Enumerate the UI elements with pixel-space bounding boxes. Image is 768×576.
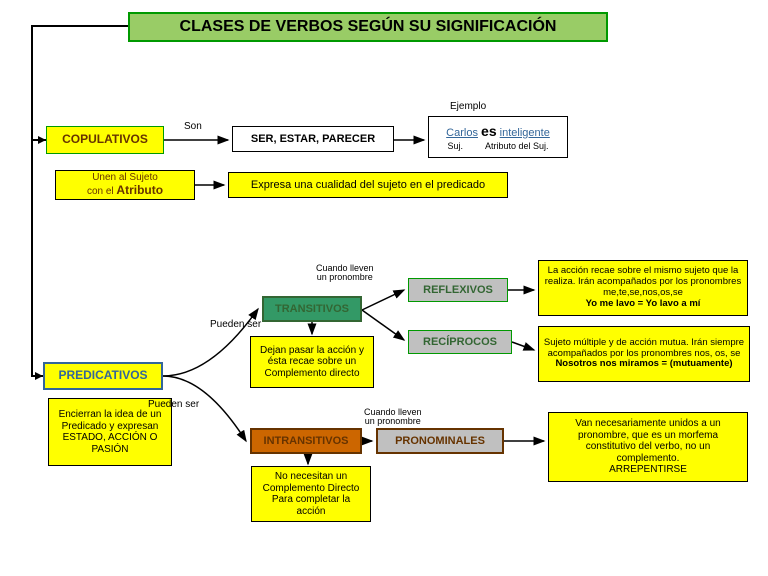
edge-label-puedenSer2: Pueden ser	[148, 400, 199, 411]
ejemplo-line2: Suj.Atributo del Suj.	[447, 141, 548, 151]
title-text: CLASES DE VERBOS SEGÚN SU SIGNIFICACIÓN	[180, 18, 557, 36]
edge-label-cuando1: Cuando llevenun pronombre	[316, 264, 374, 283]
node-vanNecesariamente: Van necesariamente unidos a un pronombre…	[548, 412, 748, 482]
node-intransitivos: INTRANSITIVOS	[250, 428, 362, 454]
title-box: CLASES DE VERBOS SEGÚN SU SIGNIFICACIÓN	[128, 12, 608, 42]
node-dejanPasar: Dejan pasar la acción y ésta recae sobre…	[250, 336, 374, 388]
node-ejemplo: Carlos es inteligenteSuj.Atributo del Su…	[428, 116, 568, 158]
edge-label-son: Son	[184, 122, 202, 133]
node-noNecesitan: No necesitan un Complemento Directo Para…	[251, 466, 371, 522]
node-expresa-label: Expresa una cualidad del sujeto en el pr…	[251, 179, 485, 192]
node-reciprocos-label: RECÍPROCOS	[423, 336, 497, 349]
node-intransitivos-label: INTRANSITIVOS	[264, 435, 349, 448]
edge-label-ejemploLbl: Ejemplo	[450, 102, 486, 113]
node-sujetoMultiple: Sujeto múltiple y de acción mutua. Irán …	[538, 326, 750, 382]
node-serEstar: SER, ESTAR, PARECER	[232, 126, 394, 152]
node-reciprocos: RECÍPROCOS	[408, 330, 512, 354]
node-unenSujeto: Unen al Sujetocon el Atributo	[55, 170, 195, 200]
node-predicativos-label: PREDICATIVOS	[58, 369, 147, 383]
edge-label-puedenSer1: Pueden ser	[210, 320, 261, 331]
node-transitivos-label: TRANSITIVOS	[275, 303, 349, 316]
edge-label-cuando2: Cuando llevenun pronombre	[364, 408, 422, 427]
node-copulativos-label: COPULATIVOS	[62, 133, 148, 147]
node-expresa: Expresa una cualidad del sujeto en el pr…	[228, 172, 508, 198]
node-copulativos: COPULATIVOS	[46, 126, 164, 154]
node-predicativos: PREDICATIVOS	[43, 362, 163, 390]
node-reflexivos-label: REFLEXIVOS	[423, 284, 493, 297]
node-transitivos: TRANSITIVOS	[262, 296, 362, 322]
arrow-6	[362, 290, 404, 310]
node-accionRecae: La acción recae sobre el mismo sujeto qu…	[538, 260, 748, 316]
bracket-path	[32, 26, 128, 376]
node-pronominales-label: PRONOMINALES	[395, 435, 485, 448]
arrow-9	[512, 342, 534, 350]
node-reflexivos: REFLEXIVOS	[408, 278, 508, 302]
node-pronominales: PRONOMINALES	[376, 428, 504, 454]
ejemplo-line1: Carlos es inteligente	[446, 123, 550, 140]
node-serEstar-label: SER, ESTAR, PARECER	[251, 133, 375, 146]
